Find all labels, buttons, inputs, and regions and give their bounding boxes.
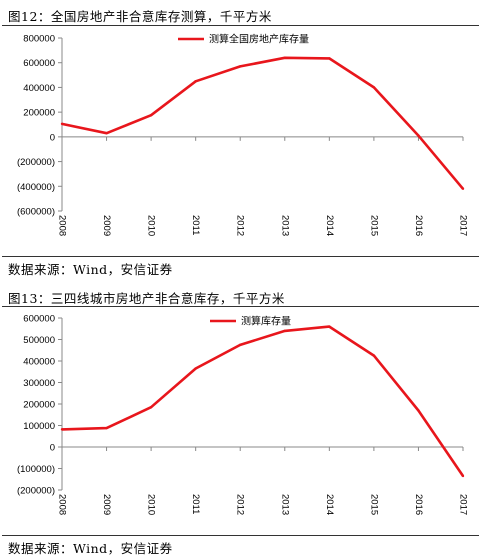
x-tick-label: 2012: [235, 494, 246, 515]
y-tick-label: 0: [50, 443, 55, 454]
x-tick-label: 2016: [413, 494, 424, 515]
data-point: [417, 134, 420, 137]
legend: 测算库存量: [210, 315, 291, 328]
x-tick-label: 2015: [368, 494, 379, 515]
figure-12-bottom-rule: [2, 256, 479, 257]
data-point: [149, 406, 153, 409]
data-point: [239, 343, 242, 347]
x-tick-label: 2010: [146, 215, 157, 236]
series-line: [61, 56, 464, 190]
figure-13-title: 图13：三四线城市房地产非合意库存，千平方米: [8, 291, 285, 306]
data-point: [328, 325, 331, 328]
y-tick-label: 200000: [23, 400, 55, 411]
figure-13-bottom-rule: [2, 535, 479, 536]
y-tick-label: 600000: [23, 58, 55, 69]
figure-12-title: 图12：全国房地产非合意库存测算，千平方米: [8, 9, 272, 24]
y-tick-label: (400000): [17, 182, 55, 193]
y-tick-label: 200000: [23, 108, 55, 119]
data-point: [149, 114, 153, 117]
data-point: [60, 122, 64, 126]
series-line: [61, 325, 465, 477]
figure-12-chart: 800000 600000 400000 200000 0 (200000) (400000…: [17, 33, 469, 237]
x-tick-label: 2013: [279, 494, 290, 515]
data-point: [461, 187, 465, 190]
y-tick-label: (100000): [17, 464, 55, 475]
x-tick-label: 2011: [190, 494, 201, 514]
x-tick-label: 2017: [457, 215, 468, 236]
data-point: [239, 65, 242, 68]
y-tick-label: (200000): [17, 486, 55, 497]
data-point: [461, 474, 465, 478]
data-point: [283, 56, 286, 59]
data-point: [417, 409, 420, 412]
y-tick-label: (200000): [17, 157, 55, 168]
data-point: [372, 86, 376, 89]
figure-13: 图13：三四线城市房地产非合意库存，千平方米 600000 500000 40000…: [0, 282, 481, 558]
figure-13-chart: 600000 500000 400000 300000 200000 100000 0 (10…: [17, 314, 469, 516]
y-tick-label: 600000: [23, 314, 55, 325]
x-tick-label: 2016: [413, 215, 424, 236]
legend-label: 测算库存量: [241, 315, 291, 328]
x-tick-label: 2008: [56, 494, 67, 515]
y-tick-label: 300000: [23, 378, 55, 389]
x-tick-label: 2017: [457, 494, 468, 515]
x-tick-label: 2013: [279, 215, 290, 236]
y-tick-label: 100000: [23, 421, 55, 432]
legend-label: 测算全国房地产库存量: [209, 33, 309, 46]
data-point: [194, 80, 197, 83]
y-tick-label: (600000): [17, 207, 55, 218]
x-tick-label: 2014: [324, 494, 335, 515]
data-point: [60, 428, 64, 431]
figure-13-source: 数据来源：Wind，安信证券: [8, 541, 173, 556]
figure-13-top-rule: [2, 306, 479, 307]
x-tick-label: 2009: [101, 494, 112, 515]
data-point: [372, 354, 376, 357]
y-tick-label: 400000: [23, 83, 55, 94]
y-tick-label: 400000: [23, 357, 55, 368]
data-point: [105, 426, 108, 430]
x-tick-label: 2011: [190, 215, 201, 235]
y-tick-label: 0: [50, 132, 55, 143]
x-tick-label: 2008: [56, 215, 67, 236]
y-tick-label: 800000: [23, 34, 55, 45]
y-tick-label: 500000: [23, 335, 55, 346]
legend: 测算全国房地产库存量: [178, 33, 309, 46]
x-tick-label: 2012: [235, 215, 246, 236]
x-tick-label: 2015: [368, 215, 379, 236]
figure-12-source: 数据来源：Wind，安信证券: [8, 262, 173, 277]
x-tick-label: 2009: [101, 215, 112, 236]
x-tick-label: 2010: [146, 494, 157, 515]
figure-12-top-rule: [2, 25, 479, 26]
data-point: [105, 131, 108, 135]
x-tick-label: 2014: [324, 215, 335, 236]
data-point: [194, 367, 197, 370]
data-point: [328, 57, 331, 60]
figure-12: 图12：全国房地产非合意库存测算，千平方米 800000 600000 400000…: [2, 9, 479, 277]
data-point: [283, 329, 286, 333]
